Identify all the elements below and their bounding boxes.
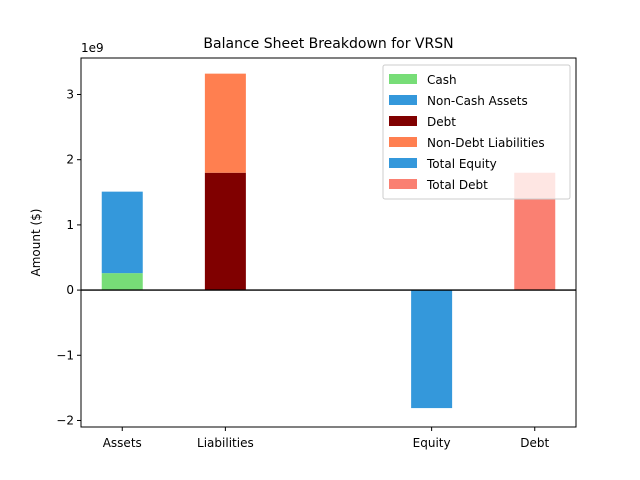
bar-debt [204,172,246,291]
legend-swatch-debt [389,116,417,126]
legend-label-total-equity: Total Equity [426,157,497,171]
y-tick-label: 2 [66,153,74,167]
legend-swatch-total-debt [389,179,417,189]
x-tick-label-assets: Assets [103,436,142,450]
legend-label-cash: Cash [427,73,457,87]
legend-swatch-non-debt-liabilities [389,137,417,147]
y-tick-label: 1 [66,218,74,232]
y-axis: −2 −1 0 1 2 3 [56,88,81,427]
bar-non-debt-liabilities [204,73,246,173]
legend-label-debt: Debt [427,115,456,129]
y-tick-label: 3 [66,88,74,102]
y-tick-label: 0 [66,283,74,297]
x-axis: Assets Liabilities Equity Debt [103,427,550,450]
legend-label-non-debt-liabilities: Non-Debt Liabilities [427,136,545,150]
legend-label-total-debt: Total Debt [426,178,488,192]
legend-swatch-cash [389,74,417,84]
legend-swatch-total-equity [389,158,417,168]
bar-non-cash-assets [101,191,143,274]
legend-swatch-non-cash-assets [389,95,417,105]
x-tick-label-equity: Equity [413,436,451,450]
bar-total-equity [411,290,453,409]
x-tick-label-debt: Debt [520,436,549,450]
legend: Cash Non-Cash Assets Debt Non-Debt Liabilit… [382,64,571,200]
y-axis-label: Amount ($) [29,209,43,277]
y-tick-label: −2 [56,413,74,427]
y-offset-label: 1e9 [81,41,104,55]
x-tick-label-liabilities: Liabilities [197,436,254,450]
y-tick-label: −1 [56,348,74,362]
chart-title: Balance Sheet Breakdown for VRSN [203,36,453,52]
legend-label-non-cash-assets: Non-Cash Assets [427,94,528,108]
bar-cash [101,273,143,291]
plot-area-frame [80,57,577,428]
legend-box [382,64,571,200]
